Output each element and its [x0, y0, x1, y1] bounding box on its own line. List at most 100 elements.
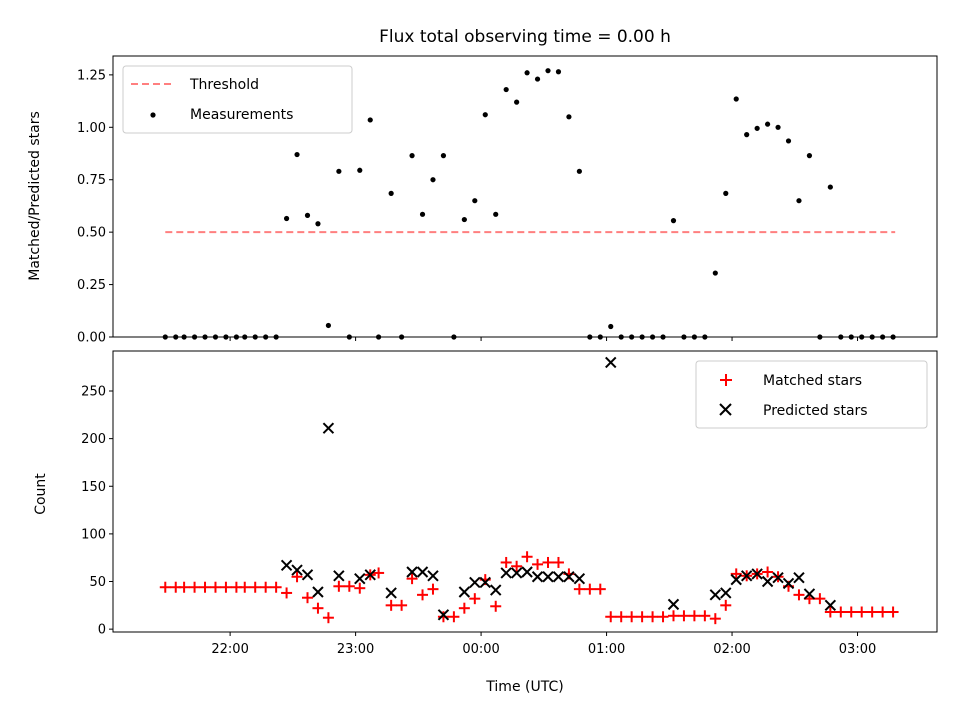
predicted-star-stroke-b	[761, 575, 774, 588]
matched-star-point	[209, 581, 221, 593]
predicted-star-stroke-b	[280, 559, 293, 572]
matched-star-point	[354, 582, 366, 594]
matched-star-point	[199, 581, 211, 593]
matched-star-point	[490, 600, 502, 612]
predicted-star-stroke-b	[740, 570, 753, 582]
measurement-point	[566, 114, 572, 120]
predicted-star-point	[458, 586, 471, 598]
predicted-star-point	[793, 571, 805, 584]
predicted-star-stroke-b	[406, 566, 418, 578]
measurement-point	[754, 125, 760, 131]
predicted-star-stroke-b	[793, 571, 805, 584]
matched-star-point	[448, 611, 460, 623]
predicted-star-point	[333, 570, 345, 582]
measurement-point	[202, 334, 208, 340]
measurement-point	[848, 334, 854, 340]
predicted-star-point	[573, 572, 586, 585]
measurement-point	[817, 334, 823, 340]
measurement-point	[660, 334, 666, 340]
predicted-star-stroke-b	[500, 567, 512, 579]
top-plot-area: 0.00 0.25 0.50 0.75 1.00 1.25	[77, 55, 938, 346]
matched-star-point	[239, 581, 251, 593]
matched-star-point	[333, 580, 345, 592]
measurement-point	[252, 334, 258, 340]
predicted-star-stroke-b	[824, 599, 837, 612]
top-y-tick-label: 1.25	[77, 68, 106, 83]
measurement-point	[629, 334, 635, 340]
bottom-y-tick-label: 100	[81, 527, 106, 542]
bottom-legend-box	[695, 360, 928, 429]
predicted-star-stroke-b	[542, 571, 554, 583]
matched-star-point	[396, 599, 408, 611]
matched-star-point	[469, 593, 481, 605]
measurement-point	[576, 168, 582, 174]
predicted-star-stroke-b	[322, 422, 335, 434]
measurement-point	[859, 334, 865, 340]
predicted-star-stroke-b	[427, 570, 439, 582]
legend-threshold-label: Threshold	[189, 77, 259, 93]
measurement-point	[764, 121, 771, 127]
predicted-star-stroke-b	[730, 573, 742, 586]
predicted-star-point	[490, 584, 502, 596]
measurement-point	[712, 270, 718, 276]
measurement-point	[691, 334, 698, 340]
legend-matched-swatch	[720, 374, 732, 386]
measurement-point	[409, 153, 415, 159]
matched-star-point	[667, 610, 679, 622]
measurement-point	[283, 215, 290, 222]
measurement-point	[430, 177, 436, 183]
measurement-point	[681, 334, 687, 340]
predicted-star-point	[469, 576, 481, 589]
matched-star-point	[709, 613, 721, 625]
matched-star-point	[385, 599, 397, 611]
measurement-point	[181, 334, 187, 340]
predicted-star-stroke-b	[709, 589, 722, 601]
measurement-point	[325, 322, 332, 329]
predicted-star-point	[552, 571, 565, 583]
measurement-point	[336, 168, 342, 174]
predicted-star-stroke-b	[301, 569, 314, 581]
matched-star-point	[835, 606, 847, 618]
matched-star-point	[159, 581, 171, 593]
bottom-plot-area: 0 50 100 150 200 250 22:00 23:00 00:00 01:00 02:00…	[81, 350, 938, 657]
x-tick-label: 03:00	[839, 642, 876, 657]
measurement-point	[482, 112, 488, 118]
x-tick-label: 23:00	[337, 642, 374, 657]
predicted-star-point	[761, 575, 774, 588]
predicted-star-stroke-b	[803, 588, 816, 600]
predicted-star-point	[730, 573, 742, 586]
matched-star-point	[189, 581, 201, 593]
matched-star-point	[573, 583, 585, 595]
measurement-point	[545, 68, 551, 74]
measurement-point	[419, 211, 426, 217]
predicted-star-point	[510, 567, 523, 579]
measurement-point	[346, 334, 352, 340]
predicted-star-point	[709, 589, 722, 601]
matched-star-point	[322, 612, 334, 624]
predicted-star-stroke-b	[291, 564, 303, 576]
matched-star-point	[458, 602, 470, 614]
predicted-star-stroke-b	[720, 587, 732, 599]
predicted-star-point	[782, 577, 795, 590]
matched-star-point	[373, 567, 385, 579]
predicted-star-stroke-b	[416, 566, 429, 578]
predicted-star-point	[521, 566, 533, 578]
bottom-y-tick-label: 50	[89, 575, 106, 590]
top-y-tick-label: 0.50	[77, 226, 106, 241]
measurement-point	[440, 153, 447, 159]
top-axes-frame	[112, 55, 938, 338]
matched-star-point	[437, 611, 449, 623]
matched-star-point	[343, 580, 355, 592]
matched-star-point	[552, 556, 564, 568]
matched-star-point	[877, 606, 889, 618]
measurement-point	[173, 334, 179, 340]
legend-matched-label: Matched stars	[763, 373, 862, 389]
measurement-point	[304, 212, 311, 218]
measurement-point	[357, 167, 363, 173]
predicted-star-point	[772, 571, 784, 584]
measurement-point	[806, 153, 813, 159]
measurement-point	[162, 334, 168, 340]
legend-measurements-swatch	[150, 112, 156, 118]
predicted-star-stroke-b	[354, 572, 366, 585]
